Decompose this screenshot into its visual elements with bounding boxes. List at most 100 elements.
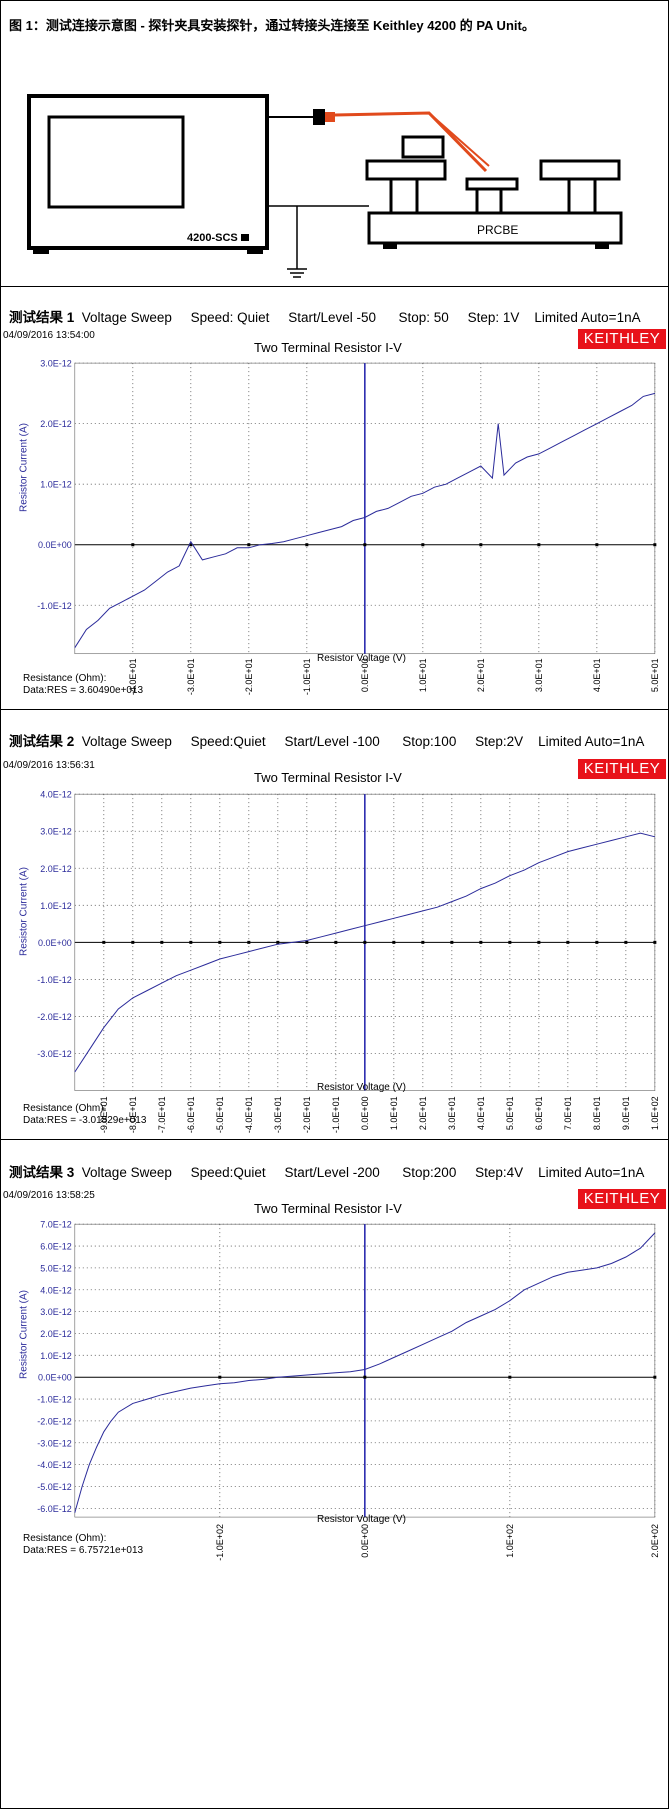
zero-axis-tick: [595, 940, 599, 944]
result-panel-2: 测试结果 2 Voltage Sweep Speed:Quiet Start/L…: [0, 709, 669, 1140]
result-panel-3: 测试结果 3 Voltage Sweep Speed:Quiet Start/L…: [0, 1139, 669, 1809]
x-tick-label: 1.0E+01: [418, 658, 428, 692]
zero-axis-tick: [218, 1375, 222, 1379]
zero-axis-tick: [566, 940, 570, 944]
connection-diagram: 4200-SCS PRCBE: [27, 94, 623, 278]
zero-axis-tick: [450, 940, 454, 944]
y-tick-label: -1.0E-12: [37, 1395, 72, 1405]
y-tick-label: -1.0E-12: [37, 601, 72, 611]
zero-axis-tick: [421, 543, 425, 547]
x-tick-label: 4.0E+01: [592, 658, 602, 692]
y-tick-label: 0.0E+00: [38, 1373, 72, 1383]
y-axis-label-2: Resistor Current (A): [18, 867, 30, 956]
x-tick-label: -3.0E+01: [186, 658, 196, 695]
x-tick-label: -2.0E+01: [302, 1096, 312, 1133]
y-tick-label: 7.0E-12: [40, 1220, 72, 1230]
y-tick-label: 2.0E-12: [40, 419, 72, 429]
zero-axis-tick: [218, 940, 222, 944]
x-tick-label: 0.0E+00: [360, 1096, 370, 1130]
x-tick-label: -9.0E+01: [99, 1096, 109, 1133]
probe-station-base: [367, 211, 623, 245]
iv-series-line: [74, 1232, 656, 1513]
x-axis-label-1: Resistor Voltage (V): [317, 653, 406, 664]
iv-series-line: [74, 832, 656, 1073]
instrument-screen: [47, 115, 185, 209]
y-tick-label: -2.0E-12: [37, 1012, 72, 1022]
x-tick-label: 5.0E+01: [650, 658, 660, 692]
instrument-foot-right: [247, 248, 263, 254]
y-tick-label: 3.0E-12: [40, 359, 72, 369]
x-tick-label: 7.0E+01: [563, 1096, 573, 1130]
x-tick-label: 9.0E+01: [621, 1096, 631, 1130]
zero-axis-tick: [189, 543, 193, 547]
iv-series-line: [74, 392, 656, 648]
zero-axis-tick: [624, 940, 628, 944]
probe-station-label: PRCBE: [477, 223, 518, 237]
x-tick-label: 3.0E+01: [534, 658, 544, 692]
iv-chart-3: -6.0E-12 -5.0E-12 -4.0E-12 -3.0E-12 -2.0E-12…: [37, 1220, 660, 1561]
zero-axis-tick: [276, 940, 280, 944]
y-tick-label: -5.0E-12: [37, 1482, 72, 1492]
x-tick-label: 3.0E+01: [447, 1096, 457, 1130]
y-axis-label-1: Resistor Current (A): [18, 423, 30, 512]
y-tick-label: 2.0E-12: [40, 1329, 72, 1339]
zero-axis-tick: [131, 543, 135, 547]
iv-chart-1: -1.0E-12 0.0E+00 1.0E-12 2.0E-12 3.0E-12 -4.0…: [37, 359, 660, 695]
result-panel-1: 测试结果 1 Voltage Sweep Speed: Quiet Start/…: [0, 286, 669, 710]
x-tick-label: -4.0E+01: [244, 1096, 254, 1133]
zero-axis-tick: [160, 940, 164, 944]
zero-axis-tick: [247, 940, 251, 944]
x-tick-label: -1.0E+01: [331, 1096, 341, 1133]
x-tick-label: -2.0E+01: [244, 658, 254, 695]
zero-axis-tick: [334, 940, 338, 944]
x-tick-label: 0.0E+00: [360, 658, 370, 692]
y-tick-label: 2.0E-12: [40, 864, 72, 874]
instrument-indicator: [241, 234, 249, 241]
x-tick-label: 5.0E+01: [505, 1096, 515, 1130]
y-tick-label: 1.0E-12: [40, 480, 72, 490]
zero-axis-tick: [479, 940, 483, 944]
x-axis-label-2: Resistor Voltage (V): [317, 1082, 406, 1093]
zero-axis-tick: [392, 940, 396, 944]
zero-axis-tick: [537, 940, 541, 944]
y-tick-label: -6.0E-12: [37, 1504, 72, 1514]
zero-axis-tick: [305, 940, 309, 944]
x-tick-label: 1.0E+01: [389, 1096, 399, 1130]
instrument-label: 4200-SCS: [187, 232, 238, 244]
zero-axis-tick: [363, 543, 367, 547]
zero-axis-tick: [595, 543, 599, 547]
x-tick-label: 1.0E+02: [650, 1096, 660, 1130]
instrument-foot-left: [33, 248, 49, 254]
y-tick-label: 0.0E+00: [38, 938, 72, 948]
diagram-caption: 图 1：测试连接示意图 - 探针夹具安装探针，通过转接头连接至 Keithley…: [9, 18, 535, 33]
zero-axis-tick: [363, 940, 367, 944]
zero-axis-tick: [537, 543, 541, 547]
timestamp-1: 04/09/2016 13:54:00: [3, 330, 95, 341]
zero-axis-tick: [421, 940, 425, 944]
x-tick-label: 2.0E+02: [650, 1524, 660, 1558]
y-tick-label: -3.0E-12: [37, 1049, 72, 1059]
y-axis-label-3: Resistor Current (A): [18, 1290, 30, 1379]
resistance-readout-1: Resistance (Ohm): Data:RES = 3.60490e+013: [23, 673, 144, 696]
zero-axis-tick: [479, 543, 483, 547]
timestamp-2: 04/09/2016 13:56:31: [3, 760, 95, 771]
y-tick-label: -1.0E-12: [37, 975, 72, 985]
y-tick-label: 1.0E-12: [40, 1351, 72, 1361]
result-caption-2: 测试结果 2 Voltage Sweep Speed:Quiet Start/L…: [9, 734, 645, 749]
x-tick-label: -8.0E+01: [128, 1096, 138, 1133]
zero-axis-tick: [102, 940, 106, 944]
iv-chart-2: -3.0E-12 -2.0E-12 -1.0E-12 0.0E+00 1.0E-12 2.…: [37, 790, 660, 1133]
x-tick-label: -1.0E+02: [215, 1524, 225, 1561]
y-tick-label: 3.0E-12: [40, 1307, 72, 1317]
chart-title-2: Two Terminal Resistor I-V: [254, 770, 402, 785]
x-tick-label: -5.0E+01: [215, 1096, 225, 1133]
result-caption-3: 测试结果 3 Voltage Sweep Speed:Quiet Start/L…: [9, 1165, 645, 1180]
x-tick-label: -4.0E+01: [128, 658, 138, 695]
resistance-readout-3: Resistance (Ohm): Data:RES = 6.75721e+013: [23, 1533, 144, 1556]
zero-axis-tick: [363, 1375, 367, 1379]
zero-axis-tick: [305, 543, 309, 547]
x-tick-label: 1.0E+02: [505, 1524, 515, 1558]
x-tick-label: -6.0E+01: [186, 1096, 196, 1133]
y-tick-label: 4.0E-12: [40, 1285, 72, 1295]
y-tick-label: 4.0E-12: [40, 790, 72, 800]
